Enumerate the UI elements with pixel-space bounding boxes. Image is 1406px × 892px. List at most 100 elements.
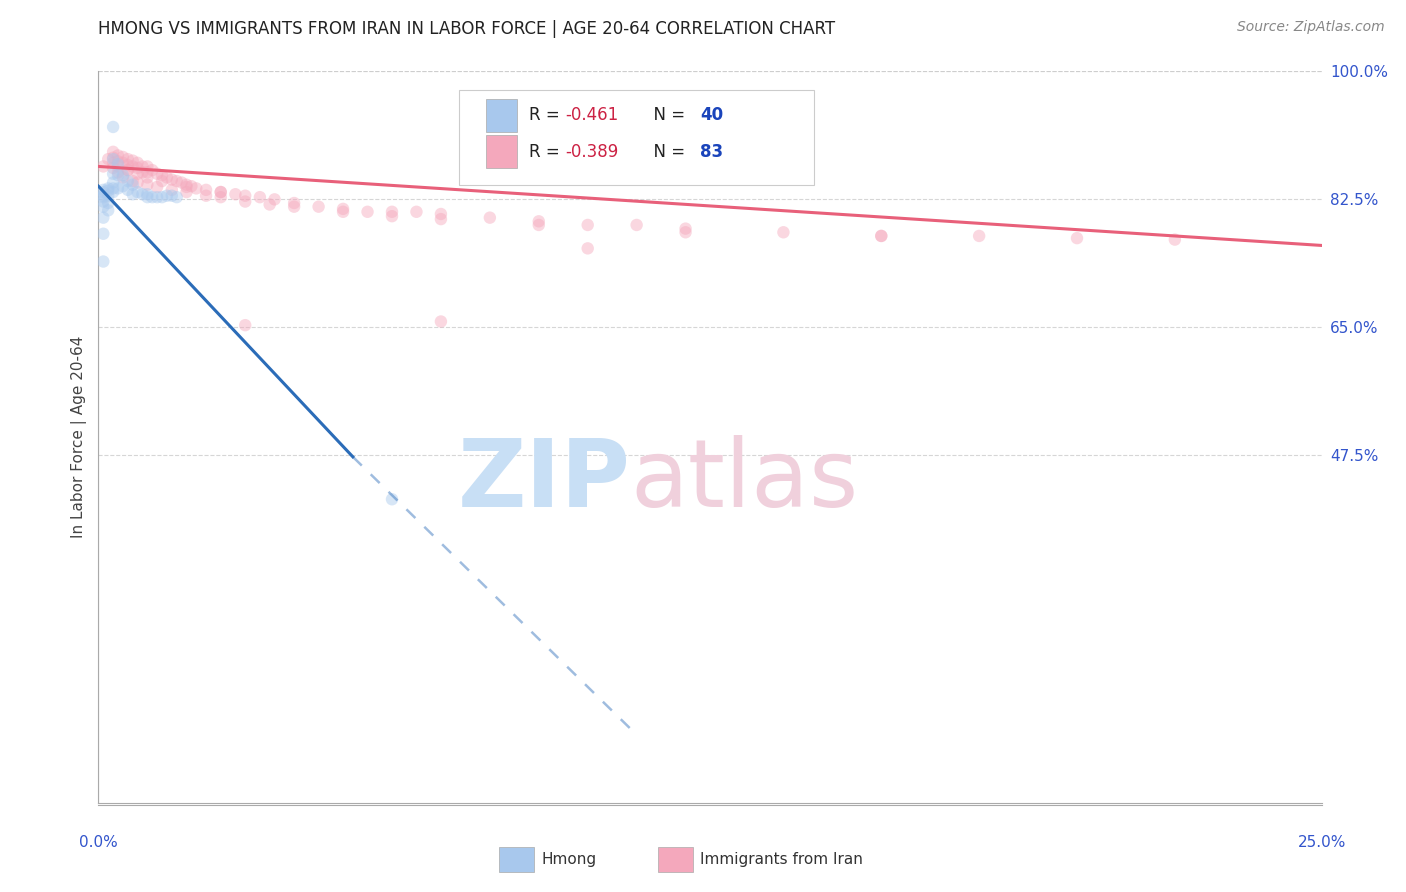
Text: 0.0%: 0.0% (79, 836, 118, 850)
Point (141, 190, 163, 204)
Point (107, 154, 129, 169)
Point (176, 180, 198, 194)
Point (209, 185, 232, 199)
Point (127, 167, 149, 181)
Point (91, 211, 114, 225)
Point (150, 190, 173, 204)
Point (121, 187, 143, 202)
Point (150, 174, 173, 188)
Point (97, 184, 120, 198)
Point (91, 254, 114, 268)
Y-axis label: In Labor Force | Age 20-64: In Labor Force | Age 20-64 (72, 336, 87, 538)
Point (675, 225, 697, 239)
Point (101, 120, 124, 134)
Point (91, 160, 114, 174)
Point (166, 174, 188, 188)
Point (180, 179, 202, 194)
Text: 40: 40 (700, 106, 723, 124)
Point (233, 318, 256, 333)
Point (233, 194, 256, 209)
Point (967, 228, 990, 243)
Point (527, 214, 550, 228)
Point (97, 196, 120, 211)
Point (127, 176, 149, 190)
Point (101, 185, 124, 199)
Point (136, 165, 159, 179)
Point (405, 204, 427, 219)
Text: Source: ZipAtlas.com: Source: ZipAtlas.com (1237, 20, 1385, 34)
FancyBboxPatch shape (486, 136, 517, 169)
Point (127, 185, 149, 199)
Text: ZIP: ZIP (457, 435, 630, 527)
Point (91, 185, 114, 199)
FancyBboxPatch shape (486, 99, 517, 132)
Point (136, 190, 159, 204)
Point (111, 150, 134, 164)
Point (870, 228, 893, 243)
Point (136, 170, 159, 185)
Point (111, 168, 134, 182)
FancyBboxPatch shape (460, 90, 814, 185)
Point (166, 190, 188, 204)
Point (141, 163, 163, 178)
Point (160, 183, 183, 197)
Point (772, 225, 794, 239)
Point (117, 174, 139, 188)
Point (97, 152, 120, 166)
Point (283, 196, 305, 211)
Point (381, 209, 404, 223)
Point (111, 170, 134, 185)
Point (195, 188, 218, 202)
Point (136, 178, 159, 192)
Point (131, 165, 153, 179)
Point (576, 218, 599, 232)
Point (150, 168, 173, 182)
Point (233, 188, 256, 202)
Point (107, 181, 129, 195)
Point (101, 152, 124, 166)
Point (121, 178, 143, 192)
Text: -0.389: -0.389 (565, 143, 619, 161)
Point (176, 178, 198, 192)
Point (107, 165, 129, 179)
Text: HMONG VS IMMIGRANTS FROM IRAN IN LABOR FORCE | AGE 20-64 CORRELATION CHART: HMONG VS IMMIGRANTS FROM IRAN IN LABOR F… (98, 20, 835, 37)
Point (186, 181, 208, 195)
Point (131, 187, 153, 202)
Point (308, 200, 330, 214)
Point (97, 203, 120, 218)
Point (121, 153, 143, 168)
Point (111, 179, 134, 194)
Point (117, 163, 139, 178)
Point (136, 187, 159, 202)
Point (430, 314, 453, 328)
Point (156, 170, 179, 185)
Point (478, 211, 501, 225)
Point (527, 218, 550, 232)
Point (117, 183, 139, 197)
Point (209, 185, 232, 199)
Point (224, 187, 246, 202)
Text: 83: 83 (700, 143, 723, 161)
Point (121, 160, 143, 174)
Point (170, 176, 193, 190)
Point (1164, 233, 1187, 247)
Point (117, 163, 139, 178)
Point (127, 155, 149, 169)
Point (430, 207, 453, 221)
Point (121, 174, 143, 188)
Point (101, 145, 124, 159)
Point (101, 167, 124, 181)
Point (283, 200, 305, 214)
Point (146, 167, 169, 181)
Point (101, 151, 124, 165)
Point (91, 183, 114, 197)
Text: R =: R = (529, 106, 565, 124)
Point (356, 204, 378, 219)
Text: N =: N = (643, 106, 690, 124)
Point (160, 188, 183, 202)
Point (146, 190, 169, 204)
Point (430, 212, 453, 227)
Point (91, 200, 114, 214)
Point (107, 148, 129, 162)
Point (259, 197, 281, 211)
